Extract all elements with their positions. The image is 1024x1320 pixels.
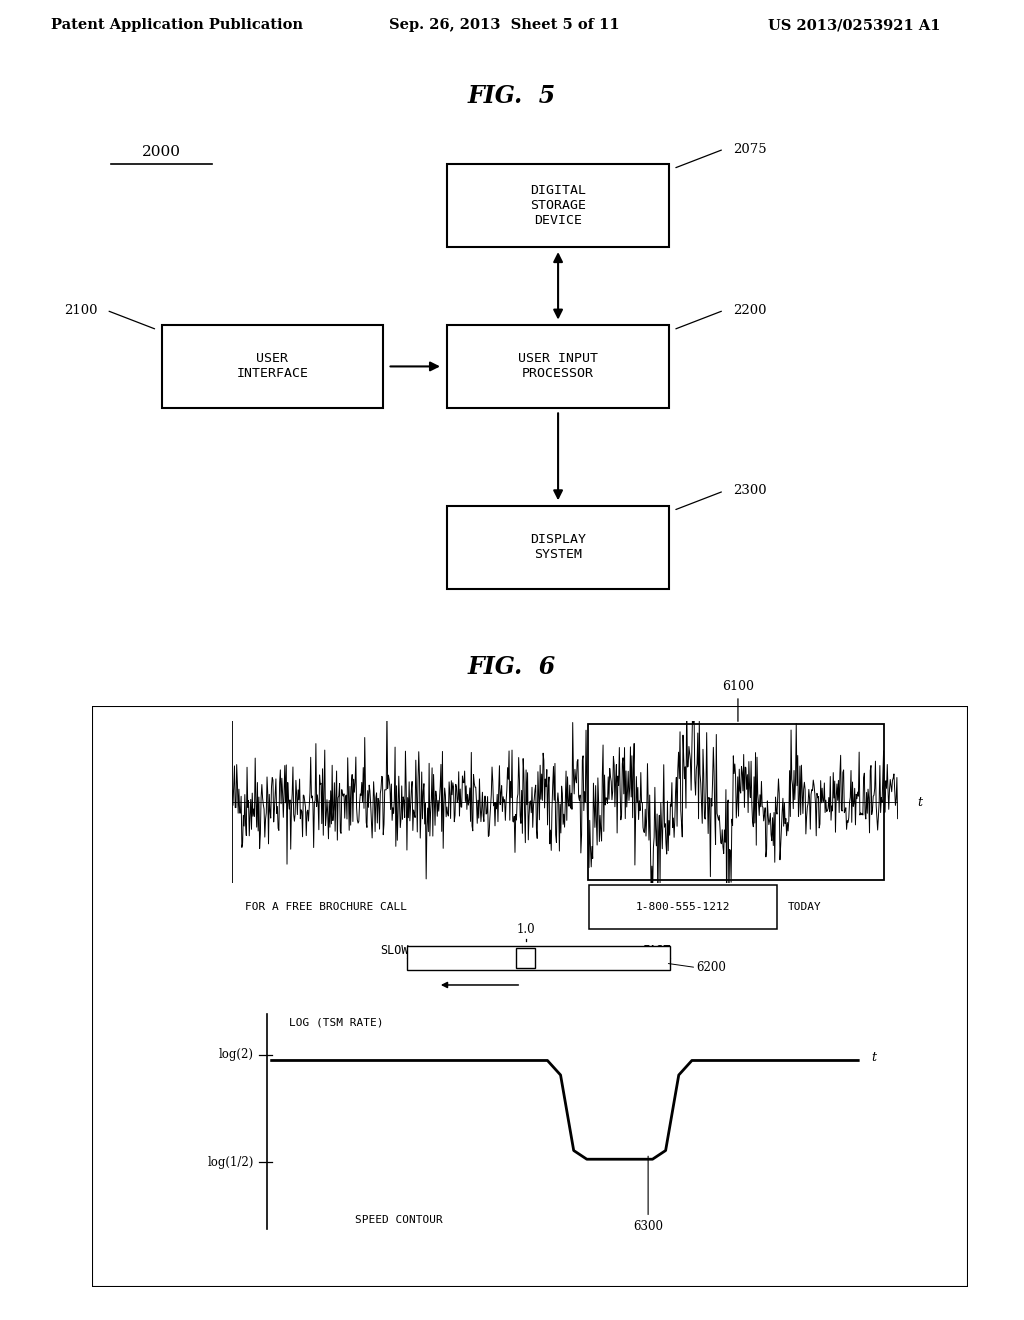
Text: TODAY: TODAY <box>788 902 822 912</box>
Text: log(2): log(2) <box>219 1048 254 1061</box>
Bar <box>447 506 669 589</box>
Text: LOG (TSM RATE): LOG (TSM RATE) <box>289 1018 384 1028</box>
Bar <box>516 948 536 968</box>
Text: US 2013/0253921 A1: US 2013/0253921 A1 <box>768 18 940 32</box>
Text: 2300: 2300 <box>733 484 767 498</box>
Text: DIGITAL
STORAGE
DEVICE: DIGITAL STORAGE DEVICE <box>530 183 586 227</box>
Text: USER INPUT
PROCESSOR: USER INPUT PROCESSOR <box>518 352 598 380</box>
Bar <box>162 325 383 408</box>
Bar <box>447 325 669 408</box>
Text: 2100: 2100 <box>63 304 97 317</box>
Text: FIG.  6: FIG. 6 <box>468 655 556 678</box>
Bar <box>447 164 669 247</box>
Text: 2075: 2075 <box>733 143 767 156</box>
Text: 6300: 6300 <box>633 1220 664 1233</box>
Text: 2000: 2000 <box>142 144 181 158</box>
Text: log(1/2): log(1/2) <box>208 1155 254 1168</box>
Text: DISPLAY
SYSTEM: DISPLAY SYSTEM <box>530 533 586 561</box>
Text: FAST: FAST <box>643 944 671 957</box>
Text: FOR A FREE BROCHURE CALL: FOR A FREE BROCHURE CALL <box>246 902 408 912</box>
Bar <box>408 946 670 970</box>
Text: 1-800-555-1212: 1-800-555-1212 <box>636 902 730 912</box>
Text: Sep. 26, 2013  Sheet 5 of 11: Sep. 26, 2013 Sheet 5 of 11 <box>389 18 620 32</box>
Text: 6100: 6100 <box>722 680 754 721</box>
Text: 1.0: 1.0 <box>516 923 535 936</box>
Bar <box>588 725 885 880</box>
Text: t: t <box>918 796 923 809</box>
Text: SLOW: SLOW <box>380 944 409 957</box>
Text: t: t <box>871 1051 877 1064</box>
Text: SPEED CONTOUR: SPEED CONTOUR <box>354 1216 442 1225</box>
Text: 6200: 6200 <box>696 961 726 974</box>
Text: USER
INTERFACE: USER INTERFACE <box>237 352 308 380</box>
Bar <box>589 886 777 929</box>
Text: 2200: 2200 <box>733 304 767 317</box>
Text: FIG.  5: FIG. 5 <box>468 83 556 108</box>
Text: Patent Application Publication: Patent Application Publication <box>51 18 303 32</box>
